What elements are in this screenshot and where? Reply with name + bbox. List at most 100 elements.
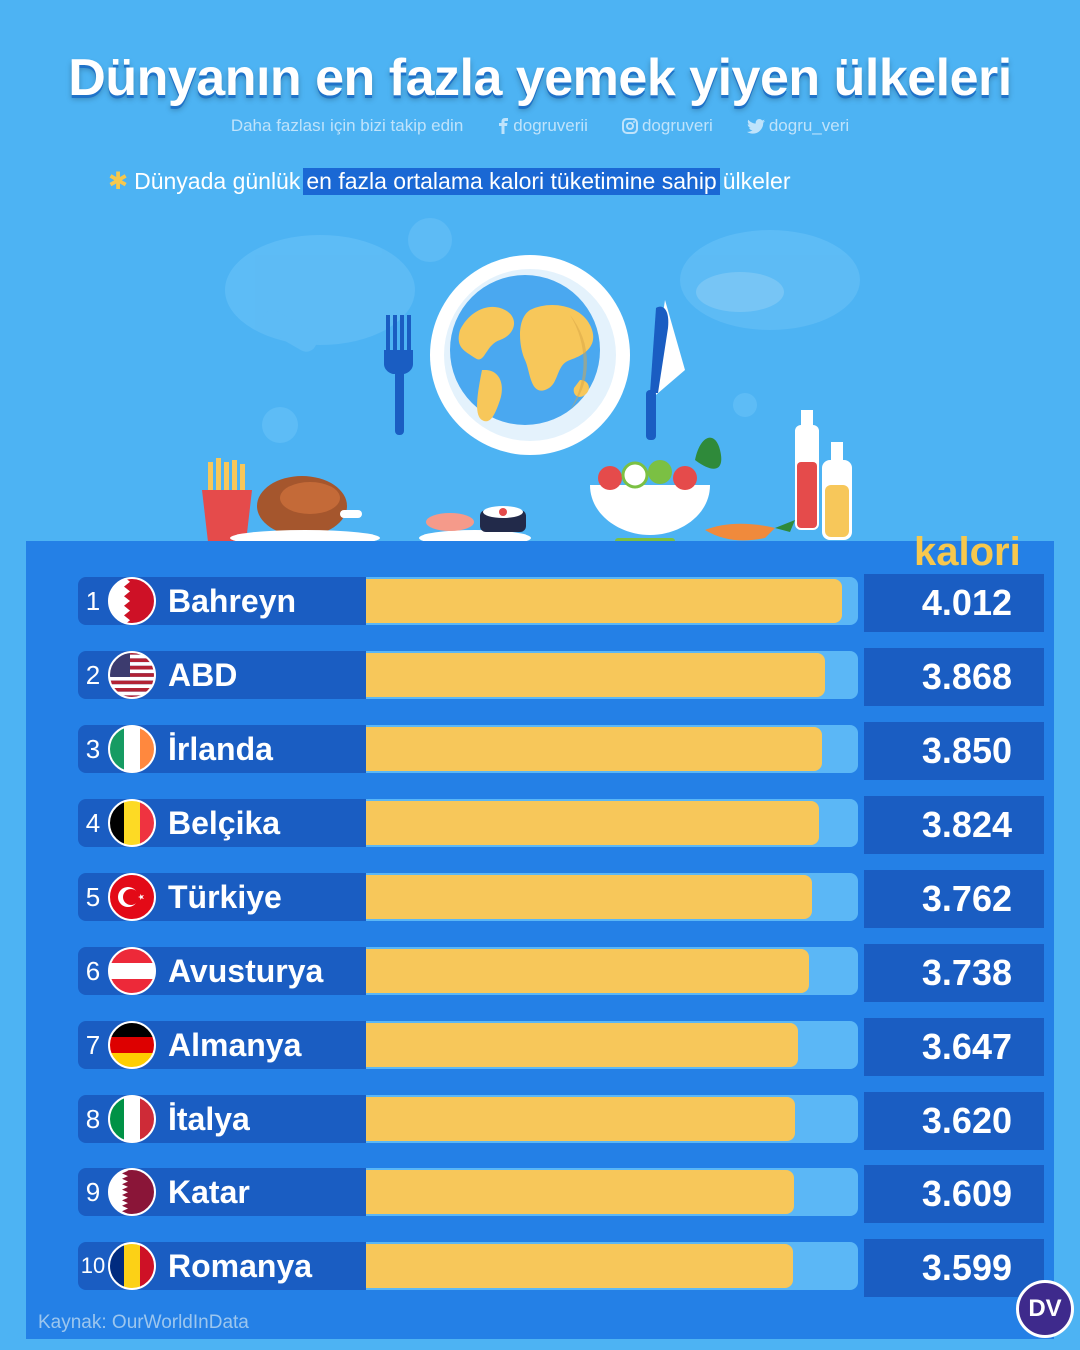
- sushi-icon: [419, 506, 531, 546]
- value-box: 3.620: [864, 1092, 1044, 1150]
- romania-flag-icon: [108, 1242, 156, 1290]
- roast-chicken-icon: [230, 476, 380, 546]
- value-box: 4.012: [864, 574, 1044, 632]
- bar-row: 4 Belçika 3.824: [78, 796, 1044, 854]
- page-title: Dünyanın en fazla yemek yiyen ülkeleri: [68, 49, 1012, 107]
- value-box: 3.738: [864, 944, 1044, 1002]
- instagram-handle: dogruveri: [641, 116, 713, 135]
- qatar-flag-icon: [108, 1168, 156, 1216]
- value-column-header: kalori: [914, 530, 1021, 574]
- bar: [366, 1244, 793, 1288]
- bar: [366, 801, 819, 845]
- value-box: 3.824: [864, 796, 1044, 854]
- turkey-flag-icon: [108, 873, 156, 921]
- country-label: Türkiye: [168, 879, 282, 915]
- value-box: 3.609: [864, 1165, 1044, 1223]
- subtitle-after: ülkeler: [722, 168, 791, 194]
- bar: [366, 1023, 798, 1067]
- subtitle-before: Dünyada günlük: [134, 168, 301, 194]
- value-box: 3.850: [864, 722, 1044, 780]
- data-label: 3.762: [921, 878, 1012, 919]
- bar-row: 5 Türkiye 3.762: [78, 870, 1044, 928]
- label-box: 3 İrlanda: [78, 725, 366, 773]
- rank-number: 3: [85, 734, 101, 764]
- data-label: 3.738: [921, 952, 1012, 993]
- rank-number: 7: [85, 1030, 101, 1060]
- country-label: Almanya: [168, 1027, 302, 1063]
- label-box: 7 Almanya: [78, 1021, 366, 1069]
- rank-number: 10: [80, 1253, 106, 1278]
- data-label: 4.012: [921, 582, 1012, 623]
- rank-number: 4: [85, 808, 101, 838]
- food-illustration: [202, 218, 860, 546]
- rank-number: 9: [85, 1177, 101, 1207]
- follow-text: Daha fazlası için bizi takip edin: [230, 116, 464, 135]
- value-box: 3.762: [864, 870, 1044, 928]
- country-label: İtalya: [168, 1101, 250, 1137]
- data-label: 3.850: [921, 730, 1012, 771]
- bar: [366, 653, 825, 697]
- rank-number: 8: [85, 1104, 101, 1134]
- data-label: 3.620: [921, 1100, 1012, 1141]
- rank-number: 6: [85, 956, 101, 986]
- star-icon: ✱: [108, 168, 129, 195]
- rank-number: 1: [85, 586, 101, 616]
- italy-flag-icon: [108, 1095, 156, 1143]
- data-label: 3.647: [921, 1026, 1012, 1067]
- plate-globe-icon: [430, 255, 630, 455]
- bar: [366, 1097, 795, 1141]
- belgium-flag-icon: [108, 799, 156, 847]
- facebook-handle: dogruverii: [513, 116, 588, 135]
- bar-row: 10 Romanya 3.599: [78, 1239, 1044, 1297]
- bar-row: 1 Bahreyn 4.012: [78, 574, 1044, 632]
- data-label: 3.868: [921, 656, 1012, 697]
- country-label: İrlanda: [168, 731, 273, 767]
- bar-row: 9 Katar 3.609: [78, 1165, 1044, 1223]
- bar-row: 6 Avusturya 3.738: [78, 944, 1044, 1002]
- label-box: 9 Katar: [78, 1168, 366, 1216]
- bahrain-flag-icon: [108, 577, 156, 625]
- knife-icon: [646, 300, 685, 440]
- brand-logo: DV: [1016, 1280, 1074, 1338]
- country-label: Belçika: [168, 805, 281, 841]
- bar-row: 2 ABD 3.868: [78, 648, 1044, 706]
- bar: [366, 1170, 794, 1214]
- subtitle-highlight: en fazla ortalama kalori tüketimine sahi…: [303, 168, 720, 195]
- country-label: ABD: [168, 657, 238, 693]
- label-box: 2 ABD: [78, 651, 366, 699]
- label-box: 1 Bahreyn: [78, 577, 366, 625]
- subtitle: ✱ Dünyada günlük en fazla ortalama kalor…: [108, 167, 790, 196]
- rank-number: 5: [85, 882, 101, 912]
- value-box: 3.868: [864, 648, 1044, 706]
- usa-flag-icon: [108, 651, 156, 699]
- label-box: 5 Türkiye: [78, 873, 366, 921]
- bar: [366, 579, 842, 623]
- country-label: Bahreyn: [168, 583, 297, 619]
- data-label: 3.599: [921, 1247, 1012, 1288]
- bar: [366, 727, 822, 771]
- label-box: 4 Belçika: [78, 799, 366, 847]
- twitter-handle: dogru_veri: [768, 116, 850, 135]
- value-box: 3.647: [864, 1018, 1044, 1076]
- twitter-icon: [746, 118, 765, 134]
- facebook-link[interactable]: dogruverii: [497, 116, 588, 136]
- instagram-link[interactable]: dogruveri: [621, 116, 713, 136]
- bottles-icon: [795, 410, 852, 540]
- country-label: Romanya: [168, 1248, 313, 1284]
- label-box: 10 Romanya: [78, 1242, 366, 1290]
- fork-icon: [384, 315, 413, 435]
- bar-row: 8 İtalya 3.620: [78, 1092, 1044, 1150]
- fries-icon: [202, 458, 252, 542]
- austria-flag-icon: [108, 947, 156, 995]
- salad-bowl-icon: [590, 437, 722, 535]
- source-text: Kaynak: OurWorldInData: [38, 1312, 249, 1333]
- data-label: 3.609: [921, 1173, 1012, 1214]
- background-food-icon: [225, 218, 860, 443]
- value-box: 3.599: [864, 1239, 1044, 1297]
- twitter-link[interactable]: dogru_veri: [746, 116, 850, 136]
- germany-flag-icon: [108, 1021, 156, 1069]
- social-bar: Daha fazlası için bizi takip edin dogruv…: [0, 116, 1080, 136]
- country-label: Avusturya: [168, 953, 324, 989]
- rank-number: 2: [85, 660, 101, 690]
- label-box: 8 İtalya: [78, 1095, 366, 1143]
